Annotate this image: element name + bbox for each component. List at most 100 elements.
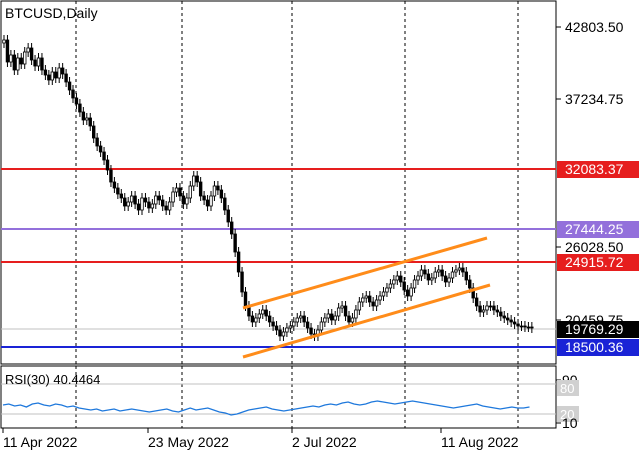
candle <box>505 317 510 321</box>
candle <box>92 125 96 139</box>
candle <box>274 325 279 331</box>
candle <box>267 315 272 323</box>
candle <box>454 269 458 273</box>
candle <box>261 309 265 315</box>
candle <box>502 315 506 319</box>
candle <box>440 269 444 277</box>
candle <box>464 271 468 281</box>
candle <box>140 197 144 211</box>
candle <box>229 221 234 235</box>
date-label-1: 11 Apr 2022 <box>3 434 78 450</box>
candle <box>64 73 68 83</box>
candle <box>416 275 420 281</box>
candle <box>164 205 168 211</box>
candle <box>12 54 17 71</box>
candle <box>530 326 534 329</box>
candle <box>60 67 65 75</box>
candle <box>426 273 431 281</box>
channel-lower-line[interactable] <box>242 283 491 359</box>
candle <box>150 203 155 209</box>
candlesticks <box>2 35 534 341</box>
level-label-24915: 24915.72 <box>565 254 624 270</box>
candle <box>112 181 117 189</box>
candle <box>212 185 217 197</box>
channel-upper-line[interactable] <box>242 236 488 310</box>
level-label-box-18500 <box>557 339 639 356</box>
candle <box>450 271 455 279</box>
candle <box>188 185 192 199</box>
candle <box>195 175 199 183</box>
candle <box>519 325 524 328</box>
candle <box>171 191 175 203</box>
candle <box>254 317 258 323</box>
candle <box>319 321 324 331</box>
candle <box>271 321 275 327</box>
candle <box>305 321 310 329</box>
candle <box>178 187 182 197</box>
candle <box>98 145 103 153</box>
candle <box>457 267 462 271</box>
candle <box>361 297 365 303</box>
level-label-box-19769 <box>557 321 639 338</box>
candle <box>109 169 113 183</box>
candle <box>105 159 110 171</box>
candle <box>143 197 148 203</box>
candle <box>223 197 227 211</box>
candle <box>174 187 179 193</box>
candle <box>78 103 82 113</box>
candle <box>36 57 41 67</box>
candle <box>285 327 289 333</box>
candle <box>364 295 368 299</box>
rsi-level-20-label: 20 <box>560 407 574 422</box>
candle <box>243 291 248 307</box>
candle <box>392 279 396 285</box>
candle <box>492 305 496 311</box>
candle <box>40 57 44 71</box>
candle <box>250 315 255 323</box>
candle <box>123 197 127 207</box>
candle <box>433 271 437 279</box>
candle <box>468 279 472 289</box>
candle <box>336 307 341 317</box>
level-label-19769: 19769.29 <box>565 321 624 337</box>
candle <box>326 313 330 319</box>
rsi-level-80-box <box>557 380 579 396</box>
candle <box>116 187 120 195</box>
candle <box>219 189 224 199</box>
candle <box>474 297 479 307</box>
candle <box>516 323 520 327</box>
candle <box>333 315 337 321</box>
candle <box>160 199 165 207</box>
candle <box>399 275 403 283</box>
candle <box>495 309 500 313</box>
candle <box>16 57 20 71</box>
candle <box>47 74 51 81</box>
price-tick-3: 26028.50 <box>565 239 624 255</box>
candle <box>2 39 6 44</box>
candle <box>133 195 137 205</box>
candle <box>378 295 382 301</box>
candle <box>357 301 362 311</box>
candle <box>388 283 393 289</box>
candle <box>85 117 89 121</box>
rsi-panel-frame <box>0 365 557 429</box>
candle <box>185 197 189 205</box>
candle <box>167 201 172 211</box>
candle <box>461 267 465 273</box>
candle <box>288 325 293 329</box>
candle <box>136 203 141 211</box>
level-label-27444: 27444.25 <box>565 221 624 237</box>
candle <box>54 71 58 79</box>
level-label-18500: 18500.36 <box>565 339 624 355</box>
candle <box>129 195 134 203</box>
price-tick-2: 37234.75 <box>565 91 624 107</box>
level-label-box-24915 <box>557 254 639 271</box>
candle <box>385 287 389 293</box>
date-label-4: 11 Aug 2022 <box>441 434 519 450</box>
candle <box>485 305 489 311</box>
candle <box>340 305 344 309</box>
candle <box>74 97 79 105</box>
candle <box>409 287 413 297</box>
